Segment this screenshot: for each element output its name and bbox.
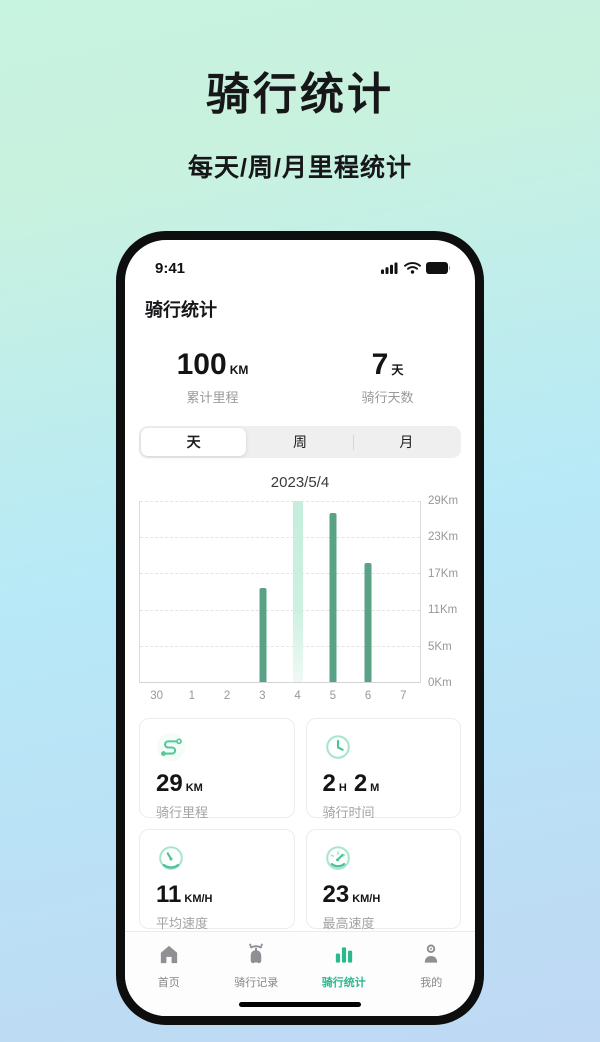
time-minutes-value: 2 bbox=[353, 770, 368, 797]
nav-item-home[interactable]: 首页 bbox=[125, 943, 213, 990]
tab-month[interactable]: 月 bbox=[399, 434, 414, 450]
home-icon bbox=[160, 945, 177, 964]
max-speed-label: 最高速度 bbox=[322, 916, 375, 931]
bar-chart-icon bbox=[335, 947, 352, 963]
speedometer-icon bbox=[159, 846, 183, 870]
x-tick-label: 2 bbox=[223, 690, 231, 702]
x-tick-label: 5 bbox=[329, 690, 337, 702]
max-speed-unit: KM/H bbox=[352, 893, 381, 905]
nav-label: 骑行统计 bbox=[321, 977, 366, 989]
distance-label: 骑行里程 bbox=[156, 805, 209, 820]
card-avg-speed: 11 KM/H 平均速度 bbox=[139, 829, 295, 931]
chart-date-title: 2023/5/4 bbox=[270, 474, 330, 491]
chart-y-axis: 0Km 5Km 11Km 17Km 23Km 29Km bbox=[421, 495, 461, 689]
hero-section: 骑行统计 每天/周/月里程统计 bbox=[0, 0, 600, 184]
time-hours-unit: H bbox=[338, 782, 347, 794]
time-hours-value: 2 bbox=[322, 770, 336, 797]
home-indicator[interactable] bbox=[239, 1002, 361, 1007]
chart-x-axis: 30 1 2 3 4 5 6 7 bbox=[139, 690, 421, 702]
status-time: 9:41 bbox=[155, 259, 186, 277]
distance-unit: KM bbox=[185, 782, 203, 794]
x-tick-label: 7 bbox=[400, 690, 407, 702]
total-distance-unit: KM bbox=[229, 363, 249, 377]
nav-item-stats[interactable]: 骑行统计 bbox=[300, 943, 388, 990]
card-distance: 29 KM 骑行里程 bbox=[139, 718, 295, 820]
phone-mockup: 9:41 骑行统计 100 KM 累计 bbox=[116, 231, 484, 1025]
riding-days-value: 7 bbox=[371, 348, 389, 381]
app-title: 骑行统计 bbox=[145, 300, 217, 320]
nav-label: 我的 bbox=[420, 977, 443, 989]
route-icon bbox=[156, 732, 186, 762]
chart-bar[interactable] bbox=[292, 501, 303, 682]
nav-item-profile[interactable]: 我的 bbox=[388, 943, 476, 990]
time-minutes-unit: M bbox=[370, 782, 380, 794]
chart-bar[interactable] bbox=[364, 563, 371, 682]
chart-bar[interactable] bbox=[259, 588, 266, 682]
card-max-speed: 23 KM/H 最高速度 bbox=[305, 829, 461, 931]
x-tick-label: 30 bbox=[150, 690, 164, 702]
tab-day[interactable]: 天 bbox=[141, 428, 247, 456]
signal-icon bbox=[381, 262, 398, 274]
x-tick-label: 4 bbox=[294, 690, 301, 702]
bar-chart: 30 1 2 3 4 5 6 7 0Km 5Km 11Km 17Km 23Km 29Km bbox=[139, 495, 461, 702]
battery-icon bbox=[426, 262, 451, 274]
riding-days-unit: 天 bbox=[391, 363, 404, 377]
nav-label: 首页 bbox=[157, 977, 180, 989]
tab-week[interactable]: 周 bbox=[292, 434, 307, 450]
x-tick-label: 6 bbox=[364, 690, 372, 702]
y-tick-label: 5Km bbox=[428, 640, 452, 653]
avg-speed-value: 11 bbox=[156, 881, 182, 908]
chart-plot[interactable] bbox=[139, 501, 421, 683]
riding-days-label: 骑行天数 bbox=[361, 390, 414, 405]
y-tick-label: 0Km bbox=[428, 677, 452, 689]
gauge-max-icon bbox=[325, 846, 350, 870]
wifi-icon bbox=[404, 262, 421, 274]
user-icon bbox=[425, 944, 438, 963]
distance-value: 29 bbox=[156, 770, 183, 797]
nav-item-records[interactable]: 骑行记录 bbox=[213, 943, 301, 990]
y-tick-label: 17Km bbox=[428, 567, 459, 580]
total-distance-label: 累计里程 bbox=[186, 390, 239, 405]
y-tick-label: 29Km bbox=[428, 495, 459, 507]
period-segmented-control: 天 周 月 bbox=[139, 426, 461, 458]
y-tick-label: 11Km bbox=[428, 604, 458, 617]
status-icons bbox=[381, 262, 451, 274]
chart-bar[interactable] bbox=[329, 513, 336, 682]
page-title: 骑行统计 bbox=[206, 70, 394, 119]
time-label: 骑行时间 bbox=[322, 805, 375, 820]
x-tick-label: 3 bbox=[259, 690, 266, 702]
scooter-icon bbox=[249, 943, 264, 964]
nav-label: 骑行记录 bbox=[234, 977, 279, 989]
page-subtitle: 每天/周/月里程统计 bbox=[188, 154, 412, 182]
status-bar: 9:41 bbox=[125, 240, 475, 280]
avg-speed-unit: KM/H bbox=[184, 893, 213, 905]
total-distance: 100 KM 累计里程 bbox=[125, 348, 300, 406]
max-speed-value: 23 bbox=[322, 881, 350, 908]
avg-speed-label: 平均速度 bbox=[156, 916, 209, 931]
clock-icon bbox=[325, 735, 350, 759]
total-distance-value: 100 bbox=[176, 348, 227, 381]
bottom-nav: 首页 骑行记录 骑行 bbox=[125, 931, 475, 1016]
y-tick-label: 23Km bbox=[428, 531, 459, 544]
x-tick-label: 1 bbox=[188, 690, 196, 702]
segment-divider bbox=[352, 434, 354, 450]
